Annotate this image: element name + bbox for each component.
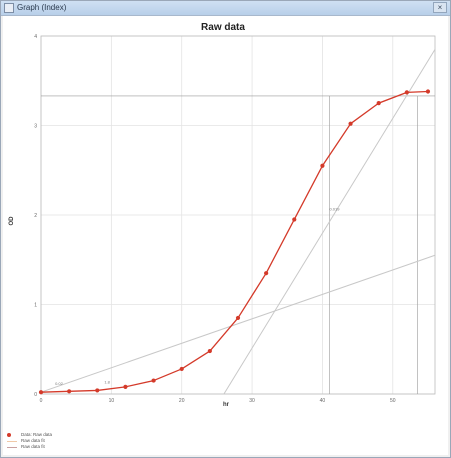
legend-item: Raw data fit: [7, 438, 443, 444]
y-tick-label: 0: [34, 392, 37, 398]
x-tick-label: 0: [40, 398, 43, 404]
app-icon: [4, 3, 14, 13]
data-point: [235, 315, 241, 321]
legend-item: Data: Raw data: [7, 432, 443, 438]
data-point: [38, 390, 44, 395]
y-tick-label: 1: [34, 303, 37, 309]
legend-item: Raw data fit: [7, 444, 443, 450]
chart-area: Raw data 0 10 20 30 40 50 0 1 2 3 4 0.02 1.8 0.019 h…: [3, 16, 448, 455]
data-point: [207, 348, 212, 354]
grid: [40, 35, 435, 395]
plot-frame: [40, 35, 436, 395]
y-tick-label: 4: [34, 34, 37, 40]
title-bar[interactable]: Graph (Index) ×: [1, 1, 450, 16]
fit-line: [40, 254, 436, 393]
fit-lines: [40, 49, 436, 395]
y-tick-label: 2: [34, 213, 37, 219]
x-tick-label: 30: [249, 398, 255, 404]
fit-line: [223, 49, 436, 395]
data-point: [404, 90, 409, 95]
legend-swatch: [7, 433, 11, 437]
data-point: [348, 121, 353, 126]
legend-label: Raw data fit: [21, 438, 45, 443]
annotation-label: 0.02: [55, 381, 64, 386]
data-point: [179, 366, 184, 372]
legend-swatch: [7, 446, 17, 448]
legend-label: Data: Raw data: [21, 432, 53, 437]
series-line: [40, 90, 428, 393]
window-title: Graph (Index): [17, 3, 67, 12]
x-tick-label: 40: [320, 398, 326, 404]
chart-title: Raw data: [201, 22, 245, 33]
legend: Data: Raw data Raw data fit Raw data fit: [7, 432, 443, 450]
x-tick-label: 10: [109, 398, 115, 404]
x-axis-label: hr: [223, 402, 230, 408]
legend-swatch: [7, 440, 17, 442]
data-point: [95, 388, 100, 393]
data-point: [425, 89, 431, 94]
y-axis-label: OD: [9, 216, 15, 226]
data-point: [123, 384, 128, 389]
data-point: [151, 378, 156, 383]
reference-lines: [41, 95, 435, 394]
series-layer: [38, 89, 431, 395]
data-point: [376, 101, 381, 106]
y-tick-label: 3: [34, 124, 37, 130]
annotation-label: 1.8: [104, 379, 110, 384]
close-button[interactable]: ×: [433, 2, 447, 13]
data-point: [67, 389, 72, 394]
legend-label: Raw data fit: [21, 444, 45, 449]
chart: Raw data 0 10 20 30 40 50 0 1 2 3 4 0.02 1.8 0.019 h…: [9, 22, 436, 408]
axes: 0 10 20 30 40 50 0 1 2 3 4: [34, 34, 436, 404]
x-tick-label: 20: [179, 398, 185, 404]
x-tick-label: 50: [390, 398, 396, 404]
annotations: 0.02 1.8 0.019: [55, 207, 340, 387]
data-point: [264, 271, 269, 276]
data-point: [292, 217, 297, 222]
annotation-label: 0.019: [329, 207, 340, 212]
data-point: [320, 163, 325, 168]
